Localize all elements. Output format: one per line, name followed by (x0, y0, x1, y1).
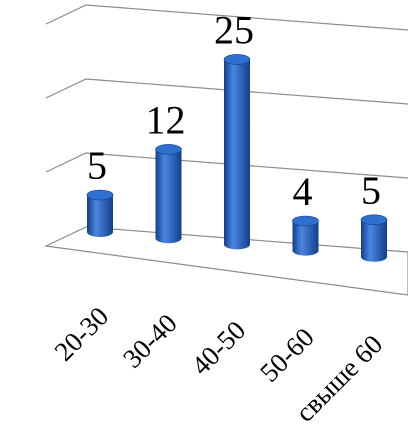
gridlines (43, 4, 408, 296)
x-tick-label: 40-50 (185, 315, 251, 381)
x-tick-label: 20-30 (48, 301, 114, 367)
bar-top (223, 54, 251, 65)
data-label: 25 (214, 7, 254, 52)
gridline (45, 78, 408, 105)
bars (86, 54, 388, 262)
bar-top (86, 189, 114, 201)
bar (292, 215, 319, 256)
bar-body (361, 219, 387, 262)
bar-top (155, 144, 182, 155)
data-label: 4 (293, 169, 313, 214)
bar (155, 144, 182, 244)
chart-floor (43, 226, 408, 296)
bar (86, 189, 114, 237)
data-label: 12 (146, 97, 186, 142)
data-label: 5 (361, 168, 381, 213)
bar-top (292, 215, 319, 227)
bar (223, 54, 251, 250)
bar (360, 214, 388, 262)
x-tick-label: 50-60 (254, 322, 320, 388)
bar-body (224, 59, 250, 250)
bar-top (360, 214, 388, 226)
gridline (45, 4, 408, 31)
bar-body (155, 149, 182, 244)
data-labels: 5 12 25 4 5 (87, 7, 381, 214)
bar-body (292, 221, 319, 256)
data-label: 5 (87, 143, 107, 188)
gridline (45, 152, 408, 179)
x-tick-label: 30-40 (117, 308, 183, 374)
bar-body (87, 195, 113, 237)
